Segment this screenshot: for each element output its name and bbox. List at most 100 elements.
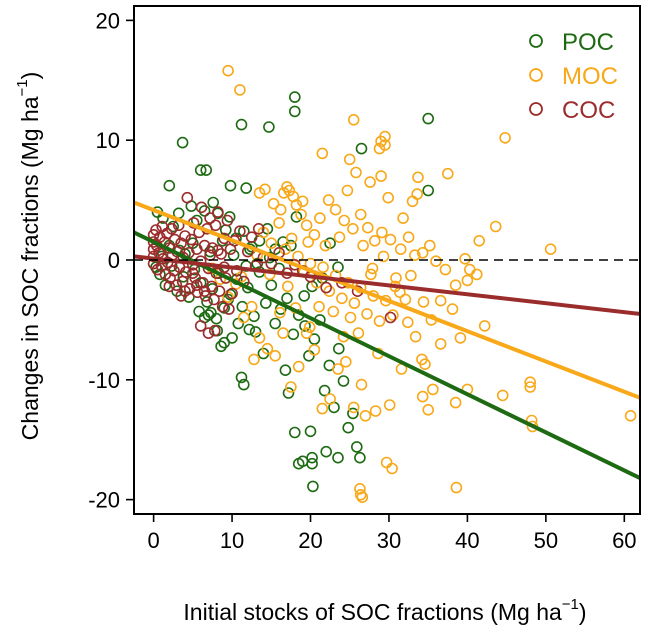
- moc-point: [347, 401, 360, 414]
- poc-point: [347, 407, 359, 420]
- moc-point: [373, 315, 386, 327]
- moc-point: [450, 481, 463, 494]
- moc-point: [377, 250, 390, 263]
- moc-point: [295, 208, 307, 221]
- poc-point: [236, 300, 249, 313]
- coc-legend-label: COC: [562, 97, 615, 124]
- poc-fit-line: [133, 230, 641, 480]
- coc-point: [202, 327, 215, 339]
- poc-point: [249, 326, 262, 338]
- y-axis-title: Changes in SOC fractions (Mg ha−1): [14, 72, 43, 441]
- coc-point: [245, 231, 258, 243]
- coc-point: [163, 280, 176, 293]
- moc-point: [261, 342, 274, 355]
- moc-point: [379, 139, 391, 151]
- poc-point: [332, 451, 344, 464]
- x-tick-label: 0: [147, 528, 159, 553]
- y-tick-label: 10: [96, 128, 120, 153]
- poc-point: [307, 480, 319, 493]
- coc-point: [216, 300, 229, 313]
- moc-point: [384, 233, 397, 246]
- moc-point: [302, 236, 315, 248]
- poc-legend-label: POC: [562, 29, 614, 56]
- poc-point: [288, 426, 301, 439]
- moc-point: [406, 195, 419, 208]
- y-tick-label: -10: [88, 368, 120, 393]
- poc-point: [176, 136, 189, 149]
- poc-point: [235, 371, 248, 384]
- moc-point: [316, 147, 329, 160]
- y-axis-title-close: ): [17, 72, 43, 80]
- coc-point: [195, 201, 208, 214]
- poc-point: [263, 121, 275, 133]
- poc-point: [332, 342, 345, 355]
- coc-points: [147, 191, 397, 339]
- moc-point: [343, 153, 356, 166]
- poc-point: [227, 249, 240, 261]
- coc-point: [179, 230, 191, 242]
- coc-point: [223, 303, 235, 315]
- poc-point: [332, 261, 344, 274]
- y-axis-title-superscript: −1: [14, 79, 31, 96]
- poc-point: [248, 310, 260, 323]
- poc-point: [318, 384, 331, 397]
- coc-point: [206, 242, 219, 254]
- moc-point: [352, 327, 365, 339]
- poc-point: [200, 164, 212, 176]
- coc-point: [185, 233, 198, 246]
- moc-point: [375, 170, 387, 182]
- moc-point: [265, 237, 278, 249]
- moc-point: [357, 239, 369, 252]
- moc-point: [376, 226, 388, 239]
- poc-point: [337, 375, 350, 387]
- poc-point: [303, 349, 315, 362]
- poc-point: [207, 196, 219, 209]
- poc-point: [201, 296, 213, 308]
- coc-point: [213, 285, 226, 298]
- moc-point: [390, 272, 402, 284]
- coc-fit-line: [133, 254, 641, 316]
- moc-point: [361, 308, 373, 320]
- moc-point: [449, 279, 462, 292]
- moc-point: [269, 349, 282, 362]
- moc-point: [365, 268, 377, 281]
- coc-point: [180, 266, 192, 278]
- moc-point: [368, 235, 381, 247]
- regression-lines: [133, 200, 641, 480]
- moc-point: [285, 381, 297, 393]
- poc-point: [306, 457, 318, 470]
- poc-point: [226, 332, 238, 344]
- poc-point: [167, 220, 179, 233]
- moc-point: [382, 191, 395, 204]
- moc-point: [248, 353, 260, 366]
- moc-point: [347, 223, 359, 235]
- moc-fit-line: [133, 200, 641, 400]
- moc-point: [300, 327, 313, 339]
- x-tick-label: 20: [298, 528, 322, 553]
- poc-point: [198, 205, 211, 217]
- coc-point: [234, 225, 246, 237]
- moc-point: [383, 399, 396, 411]
- x-axis-ticks: 0 10 20 30 40 50 60: [147, 514, 637, 553]
- poc-point: [422, 112, 435, 125]
- poc-point: [238, 225, 250, 237]
- moc-point: [405, 269, 417, 282]
- poc-point: [224, 179, 237, 192]
- moc-point: [314, 212, 326, 224]
- moc-point: [277, 327, 289, 339]
- moc-point: [411, 188, 424, 200]
- coc-point: [252, 223, 265, 235]
- moc-point: [317, 261, 329, 274]
- moc-point: [430, 255, 442, 268]
- moc-point: [416, 247, 429, 259]
- moc-point: [245, 300, 258, 313]
- poc-point: [282, 387, 295, 399]
- moc-point: [416, 390, 429, 403]
- y-axis-ticks: -20 -10 0 10 20: [88, 8, 134, 513]
- coc-point: [209, 324, 221, 337]
- moc-point: [341, 184, 354, 197]
- moc-point: [303, 321, 316, 333]
- x-tick-label: 50: [534, 528, 558, 553]
- moc-point: [422, 403, 435, 416]
